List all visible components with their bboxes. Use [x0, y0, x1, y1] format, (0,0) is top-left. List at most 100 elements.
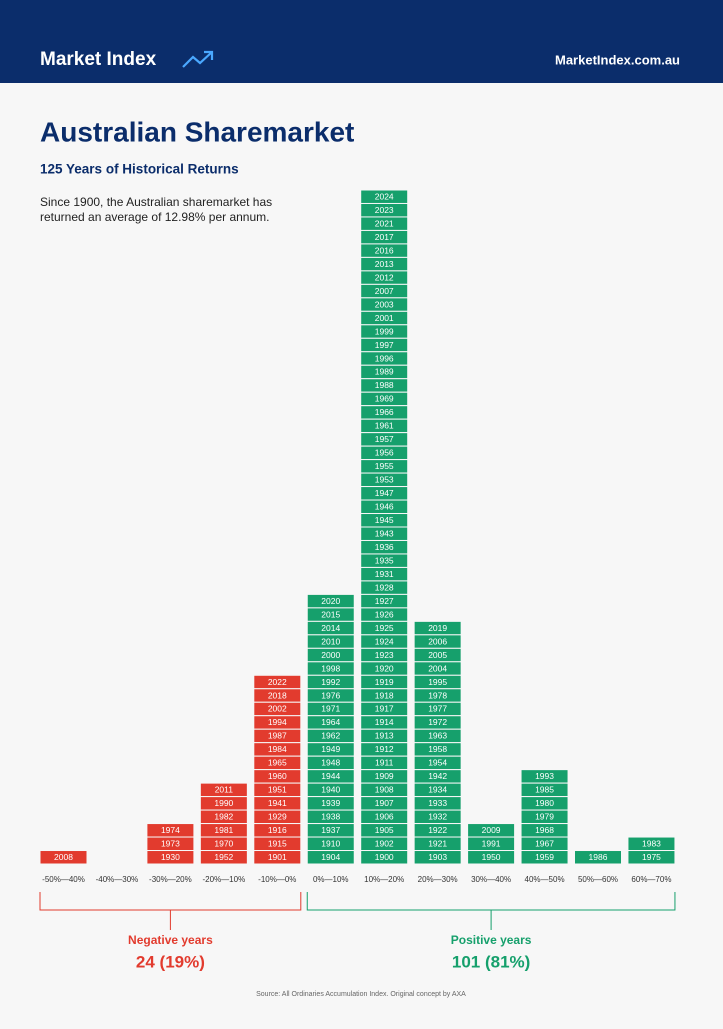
year-label: 1948 [321, 758, 340, 768]
year-label: 2024 [375, 191, 394, 201]
year-label: 1934 [428, 785, 447, 795]
description: Since 1900, the Australian sharemarket h… [40, 195, 272, 209]
x-tick-label: -10%—0% [258, 875, 296, 884]
x-tick-label: 0%—10% [313, 875, 349, 884]
year-label: 1904 [321, 852, 340, 862]
year-label: 1957 [375, 434, 394, 444]
year-label: 2007 [375, 286, 394, 296]
year-label: 1976 [321, 690, 340, 700]
year-label: 1949 [321, 744, 340, 754]
year-label: 1911 [375, 758, 394, 768]
year-label: 2002 [268, 704, 287, 714]
year-label: 1941 [268, 798, 287, 808]
x-tick-label: 40%—50% [525, 875, 565, 884]
year-label: 1987 [268, 731, 287, 741]
year-label: 1902 [375, 839, 394, 849]
year-label: 1932 [428, 812, 447, 822]
year-label: 1966 [375, 407, 394, 417]
year-label: 1943 [375, 528, 394, 538]
year-cell [413, 850, 462, 865]
year-label: 1981 [214, 825, 233, 835]
group-summary: 24 (19%) [136, 952, 205, 971]
year-label: 1938 [321, 812, 340, 822]
year-label: 1952 [214, 852, 233, 862]
year-label: 1973 [161, 839, 180, 849]
year-label: 2015 [321, 609, 340, 619]
x-tick-label: -50%—40% [42, 875, 85, 884]
x-tick-label: 50%—60% [578, 875, 618, 884]
subtitle: 125 Years of Historical Returns [40, 162, 239, 177]
group-bracket [306, 892, 676, 930]
year-cell [360, 850, 409, 865]
year-label: 1956 [375, 448, 394, 458]
year-label: 1921 [428, 839, 447, 849]
year-label: 1945 [375, 515, 394, 525]
year-label: 1955 [375, 461, 394, 471]
brand: Market Index [40, 49, 157, 70]
year-label: 1907 [375, 798, 394, 808]
year-label: 1965 [268, 758, 287, 768]
year-label: 1924 [375, 636, 394, 646]
year-label: 1935 [375, 555, 394, 565]
year-label: 2017 [375, 232, 394, 242]
year-label: 2009 [482, 825, 501, 835]
year-label: 1916 [268, 825, 287, 835]
year-label: 1997 [375, 340, 394, 350]
site-link[interactable]: MarketIndex.com.au [555, 52, 680, 67]
year-label: 1951 [268, 785, 287, 795]
year-label: 1950 [482, 852, 501, 862]
year-label: 1903 [428, 852, 447, 862]
year-label: 1990 [214, 798, 233, 808]
year-label: 2004 [428, 663, 447, 673]
year-cell [146, 850, 195, 865]
group-label: Negative years [128, 933, 213, 947]
year-label: 1944 [321, 771, 340, 781]
year-label: 2019 [428, 623, 447, 633]
year-label: 1920 [375, 663, 394, 673]
year-label: 1970 [214, 839, 233, 849]
year-label: 1998 [321, 663, 340, 673]
year-label: 1972 [428, 717, 447, 727]
year-label: 1923 [375, 650, 394, 660]
year-label: 1929 [268, 812, 287, 822]
year-label: 2008 [54, 852, 73, 862]
group-summary: 101 (81%) [452, 952, 530, 971]
year-label: 1992 [321, 677, 340, 687]
year-label: 1906 [375, 812, 394, 822]
year-label: 1942 [428, 771, 447, 781]
year-label: 1959 [535, 852, 554, 862]
year-label: 1919 [375, 677, 394, 687]
year-label: 2003 [375, 299, 394, 309]
year-label: 1914 [375, 717, 394, 727]
year-label: 2020 [321, 596, 340, 606]
year-label: 1989 [375, 367, 394, 377]
source: Source: All Ordinaries Accumulation Inde… [256, 991, 466, 998]
brand-icon [182, 50, 214, 68]
year-label: 1908 [375, 785, 394, 795]
year-label: 1930 [161, 852, 180, 862]
year-label: 1961 [375, 421, 394, 431]
year-label: 1996 [375, 353, 394, 363]
year-label: 1910 [321, 839, 340, 849]
year-label: 2005 [428, 650, 447, 660]
group-label: Positive years [451, 933, 532, 947]
year-label: 1999 [375, 326, 394, 336]
year-label: 1967 [535, 839, 554, 849]
year-label: 1979 [535, 812, 554, 822]
year-label: 1962 [321, 731, 340, 741]
x-tick-label: 20%—30% [418, 875, 458, 884]
header-bar [0, 0, 723, 83]
year-label: 1915 [268, 839, 287, 849]
year-cell [467, 850, 516, 865]
year-label: 1913 [375, 731, 394, 741]
year-label: 2013 [375, 259, 394, 269]
year-label: 1986 [589, 852, 608, 862]
year-label: 1983 [642, 839, 661, 849]
x-tick-label: -20%—10% [203, 875, 246, 884]
year-label: 2001 [375, 313, 394, 323]
year-label: 2014 [321, 623, 340, 633]
year-label: 1937 [321, 825, 340, 835]
year-label: 1925 [375, 623, 394, 633]
year-label: 1971 [321, 704, 340, 714]
